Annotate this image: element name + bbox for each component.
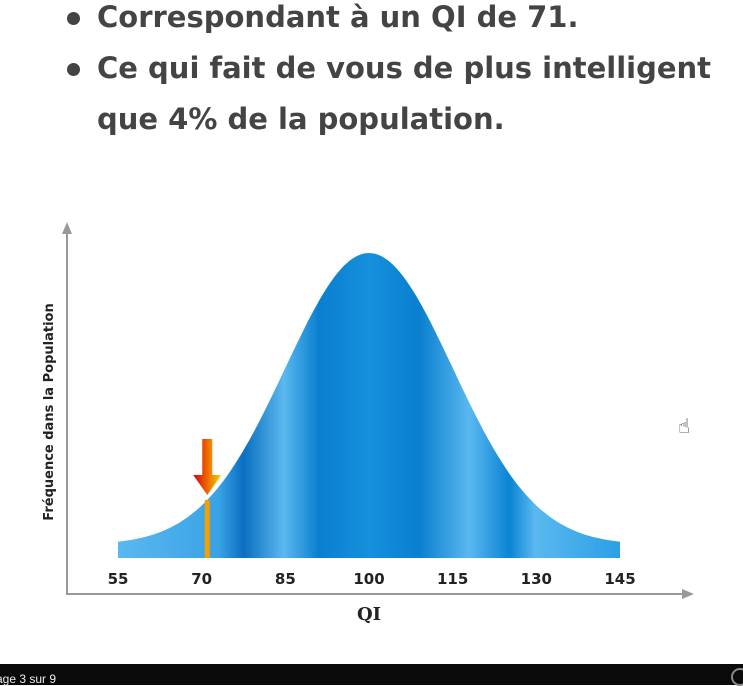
marker-line [204, 499, 210, 558]
page-indicator: Page 3 sur 9 [0, 672, 57, 686]
x-tick-label: 115 [437, 570, 468, 588]
x-tick-label: 85 [275, 570, 296, 588]
x-tick-label: 100 [353, 570, 384, 588]
bell-curve-area [118, 253, 620, 558]
bullet-percent: Ce qui fait de vous de plus intelligent … [60, 43, 740, 145]
x-tick-label: 55 [108, 570, 129, 588]
marker-arrow-icon [193, 438, 222, 495]
x-axis-arrow-icon [682, 589, 694, 599]
x-tick-label: 70 [191, 570, 212, 588]
page-footer-bar: Page 3 sur 9 [0, 664, 743, 686]
x-axis-label: QI [357, 604, 381, 625]
y-axis-arrow-icon [62, 222, 72, 234]
y-axis-label: Fréquence dans la Population [42, 303, 57, 520]
bullet-iq: Correspondant à un QI de 71. [60, 0, 740, 43]
x-tick-label: 145 [604, 570, 635, 588]
hand-cursor-icon: ☝ [678, 414, 691, 438]
iq-bell-curve-chart: 55 70 85 100 115 130 145 QI Fréquence dans la … [42, 222, 694, 625]
x-tick-label: 130 [521, 570, 552, 588]
bullet-list: Correspondant à un QI de 71. Ce qui fait… [60, 0, 740, 145]
close-button[interactable] [731, 668, 743, 686]
